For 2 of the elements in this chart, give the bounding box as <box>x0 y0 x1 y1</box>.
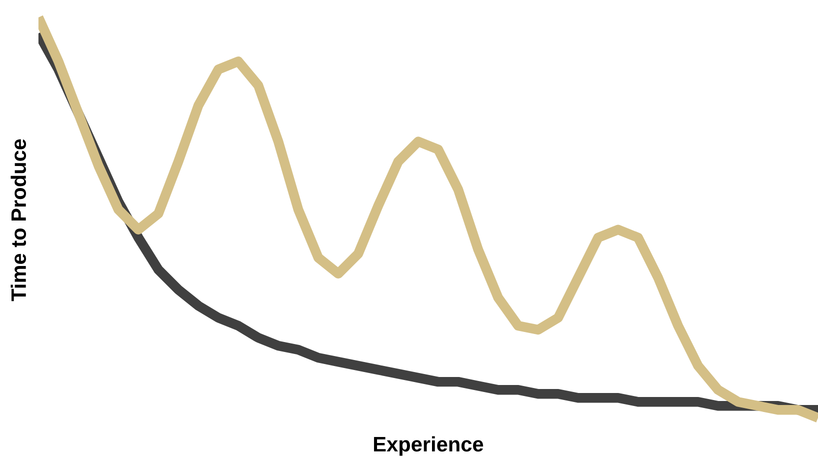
x-axis-title: Experience <box>374 436 484 456</box>
y-axis-title: Time to Produce <box>10 139 26 302</box>
